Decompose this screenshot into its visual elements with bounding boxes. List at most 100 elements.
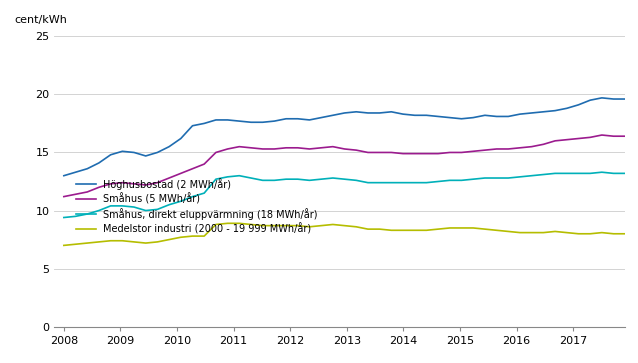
Medelstor industri (2000 - 19 999 MWh/år) xyxy=(364,227,372,231)
Höghusbostad (2 MWh/år) xyxy=(563,106,570,110)
Medelstor industri (2000 - 19 999 MWh/år) xyxy=(329,222,337,227)
Höghusbostad (2 MWh/år) xyxy=(71,170,79,174)
Småhus (5 MWh/år) xyxy=(505,147,512,151)
Småhus, direkt eluppvärmning (18 MWh/år) xyxy=(95,208,103,213)
Småhus, direkt eluppvärmning (18 MWh/år) xyxy=(224,175,232,179)
Höghusbostad (2 MWh/år) xyxy=(329,113,337,118)
Höghusbostad (2 MWh/år) xyxy=(165,144,173,149)
Småhus, direkt eluppvärmning (18 MWh/år) xyxy=(470,177,477,182)
Småhus, direkt eluppvärmning (18 MWh/år) xyxy=(422,180,430,185)
Småhus (5 MWh/år) xyxy=(399,151,407,156)
Småhus, direkt eluppvärmning (18 MWh/år) xyxy=(235,174,243,178)
Medelstor industri (2000 - 19 999 MWh/år) xyxy=(516,231,524,235)
Småhus, direkt eluppvärmning (18 MWh/år) xyxy=(306,178,313,183)
Småhus (5 MWh/år) xyxy=(493,147,500,151)
Höghusbostad (2 MWh/år) xyxy=(470,115,477,120)
Småhus, direkt eluppvärmning (18 MWh/år) xyxy=(189,195,197,199)
Höghusbostad (2 MWh/år) xyxy=(610,97,618,101)
Höghusbostad (2 MWh/år) xyxy=(224,118,232,122)
Medelstor industri (2000 - 19 999 MWh/år) xyxy=(71,242,79,246)
Höghusbostad (2 MWh/år) xyxy=(446,115,454,120)
Höghusbostad (2 MWh/år) xyxy=(481,113,489,118)
Medelstor industri (2000 - 19 999 MWh/år) xyxy=(411,228,419,232)
Medelstor industri (2000 - 19 999 MWh/år) xyxy=(352,225,360,229)
Höghusbostad (2 MWh/år) xyxy=(457,117,465,121)
Småhus, direkt eluppvärmning (18 MWh/år) xyxy=(200,191,208,195)
Höghusbostad (2 MWh/år) xyxy=(551,109,559,113)
Medelstor industri (2000 - 19 999 MWh/år) xyxy=(457,226,465,230)
Medelstor industri (2000 - 19 999 MWh/år) xyxy=(598,231,605,235)
Småhus, direkt eluppvärmning (18 MWh/år) xyxy=(399,180,407,185)
Medelstor industri (2000 - 19 999 MWh/år) xyxy=(481,227,489,231)
Medelstor industri (2000 - 19 999 MWh/år) xyxy=(130,240,138,244)
Höghusbostad (2 MWh/år) xyxy=(540,110,547,114)
Småhus, direkt eluppvärmning (18 MWh/år) xyxy=(551,171,559,176)
Höghusbostad (2 MWh/år) xyxy=(352,110,360,114)
Småhus (5 MWh/år) xyxy=(540,142,547,147)
Småhus (5 MWh/år) xyxy=(200,162,208,166)
Höghusbostad (2 MWh/år) xyxy=(84,167,91,171)
Småhus (5 MWh/år) xyxy=(282,146,290,150)
Småhus (5 MWh/år) xyxy=(154,180,161,185)
Småhus (5 MWh/år) xyxy=(610,134,618,138)
Småhus, direkt eluppvärmning (18 MWh/år) xyxy=(598,170,605,174)
Medelstor industri (2000 - 19 999 MWh/år) xyxy=(60,243,68,248)
Småhus, direkt eluppvärmning (18 MWh/år) xyxy=(493,176,500,180)
Småhus, direkt eluppvärmning (18 MWh/år) xyxy=(212,177,219,182)
Höghusbostad (2 MWh/år) xyxy=(177,136,184,141)
Höghusbostad (2 MWh/år) xyxy=(130,150,138,155)
Småhus, direkt eluppvärmning (18 MWh/år) xyxy=(71,214,79,219)
Småhus, direkt eluppvärmning (18 MWh/år) xyxy=(119,204,126,208)
Medelstor industri (2000 - 19 999 MWh/år) xyxy=(446,226,454,230)
Småhus (5 MWh/år) xyxy=(563,138,570,142)
Småhus, direkt eluppvärmning (18 MWh/år) xyxy=(411,180,419,185)
Småhus, direkt eluppvärmning (18 MWh/år) xyxy=(610,171,618,176)
Legend: Höghusbostad (2 MWh/år), Småhus (5 MWh/år), Småhus, direkt eluppvärmning (18 MWh: Höghusbostad (2 MWh/år), Småhus (5 MWh/å… xyxy=(76,178,318,235)
Medelstor industri (2000 - 19 999 MWh/år) xyxy=(189,234,197,238)
Medelstor industri (2000 - 19 999 MWh/år) xyxy=(84,241,91,245)
Småhus, direkt eluppvärmning (18 MWh/år) xyxy=(387,180,395,185)
Medelstor industri (2000 - 19 999 MWh/år) xyxy=(575,232,582,236)
Medelstor industri (2000 - 19 999 MWh/år) xyxy=(317,224,325,228)
Medelstor industri (2000 - 19 999 MWh/år) xyxy=(282,224,290,228)
Småhus (5 MWh/år) xyxy=(364,150,372,155)
Småhus, direkt eluppvärmning (18 MWh/år) xyxy=(154,207,161,212)
Medelstor industri (2000 - 19 999 MWh/år) xyxy=(177,235,184,240)
Småhus (5 MWh/år) xyxy=(376,150,383,155)
Text: cent/kWh: cent/kWh xyxy=(14,15,67,25)
Småhus, direkt eluppvärmning (18 MWh/år) xyxy=(540,172,547,177)
Småhus, direkt eluppvärmning (18 MWh/år) xyxy=(446,178,454,183)
Småhus, direkt eluppvärmning (18 MWh/år) xyxy=(341,177,348,182)
Småhus (5 MWh/år) xyxy=(434,151,442,156)
Höghusbostad (2 MWh/år) xyxy=(107,152,114,157)
Höghusbostad (2 MWh/år) xyxy=(598,96,605,100)
Småhus (5 MWh/år) xyxy=(341,147,348,151)
Småhus (5 MWh/år) xyxy=(422,151,430,156)
Medelstor industri (2000 - 19 999 MWh/år) xyxy=(235,221,243,225)
Medelstor industri (2000 - 19 999 MWh/år) xyxy=(505,229,512,234)
Line: Småhus, direkt eluppvärmning (18 MWh/år): Småhus, direkt eluppvärmning (18 MWh/år) xyxy=(64,172,625,217)
Småhus (5 MWh/år) xyxy=(446,150,454,155)
Höghusbostad (2 MWh/år) xyxy=(341,111,348,115)
Medelstor industri (2000 - 19 999 MWh/år) xyxy=(493,228,500,232)
Höghusbostad (2 MWh/år) xyxy=(189,123,197,128)
Småhus (5 MWh/år) xyxy=(247,146,255,150)
Medelstor industri (2000 - 19 999 MWh/år) xyxy=(107,238,114,243)
Småhus, direkt eluppvärmning (18 MWh/år) xyxy=(528,174,535,178)
Småhus (5 MWh/år) xyxy=(470,149,477,154)
Medelstor industri (2000 - 19 999 MWh/år) xyxy=(200,234,208,238)
Småhus (5 MWh/år) xyxy=(329,144,337,149)
Småhus (5 MWh/år) xyxy=(271,147,278,151)
Småhus (5 MWh/år) xyxy=(119,180,126,185)
Höghusbostad (2 MWh/år) xyxy=(505,114,512,119)
Småhus, direkt eluppvärmning (18 MWh/år) xyxy=(60,215,68,220)
Småhus, direkt eluppvärmning (18 MWh/år) xyxy=(259,178,267,183)
Småhus, direkt eluppvärmning (18 MWh/år) xyxy=(142,208,149,213)
Line: Småhus (5 MWh/år): Småhus (5 MWh/år) xyxy=(64,135,625,197)
Medelstor industri (2000 - 19 999 MWh/år) xyxy=(294,224,302,228)
Höghusbostad (2 MWh/år) xyxy=(422,113,430,118)
Höghusbostad (2 MWh/år) xyxy=(493,114,500,119)
Småhus (5 MWh/år) xyxy=(457,150,465,155)
Småhus, direkt eluppvärmning (18 MWh/år) xyxy=(247,176,255,180)
Medelstor industri (2000 - 19 999 MWh/år) xyxy=(247,222,255,227)
